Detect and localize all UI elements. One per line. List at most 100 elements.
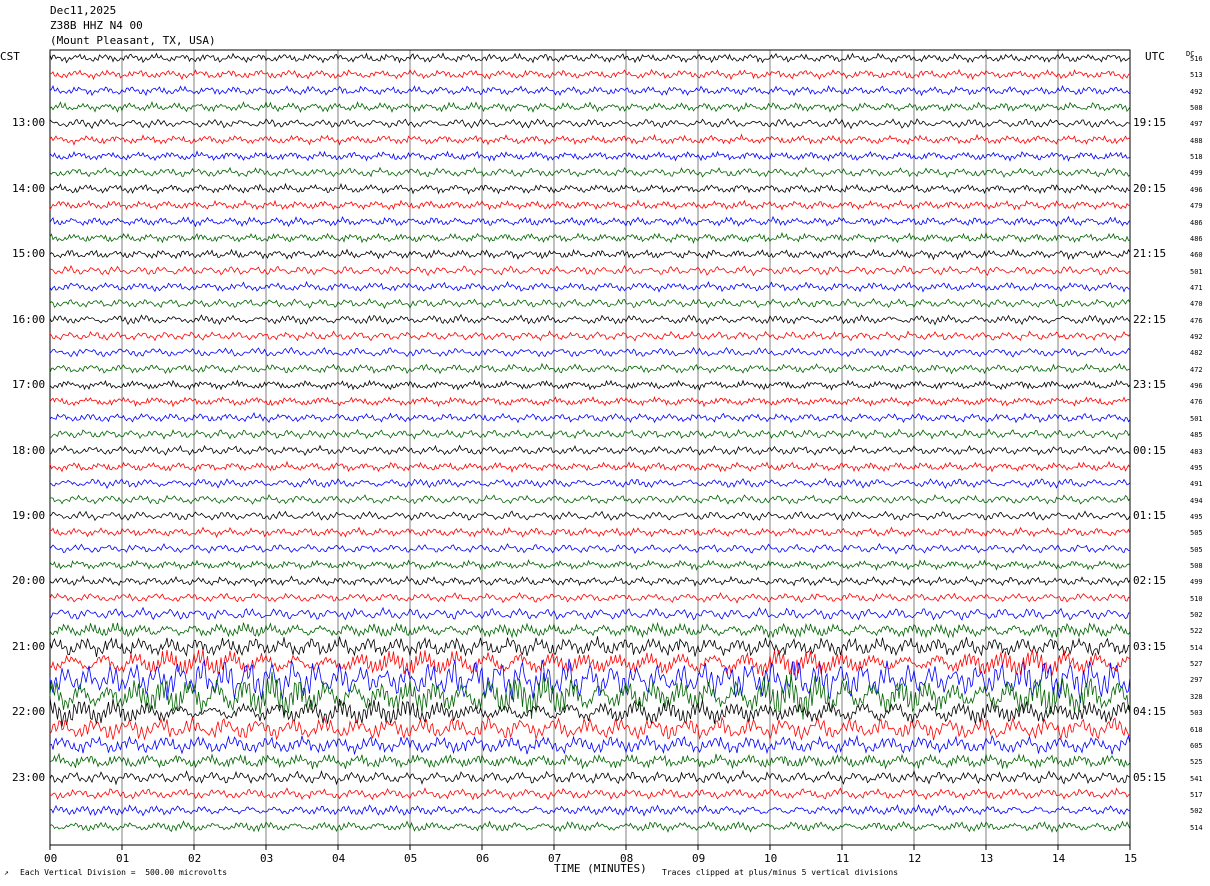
seismic-trace	[49, 150, 1131, 162]
x-tick-label: 02	[188, 852, 202, 865]
x-tick-label: 15	[1124, 852, 1138, 865]
seismic-trace	[49, 769, 1131, 786]
seismic-trace	[49, 231, 1131, 244]
utc-hour-label: 05:15	[1133, 770, 1167, 784]
footer-clip-note: Traces clipped at plus/minus 5 vertical …	[662, 868, 899, 877]
seismic-trace	[49, 636, 1131, 657]
seismic-trace	[49, 395, 1131, 408]
x-tick-label: 00	[44, 852, 58, 865]
dc-offset-label: 505	[1190, 529, 1203, 538]
dc-offset-label: 479	[1190, 202, 1203, 211]
dc-offset-label: 508	[1190, 561, 1203, 570]
dc-axis-title: DC	[1186, 50, 1195, 58]
x-tick-label: 12	[908, 852, 922, 865]
seismic-trace	[49, 133, 1131, 146]
seismic-trace	[49, 68, 1131, 81]
seismic-trace	[49, 411, 1131, 424]
cst-hour-label: 22:00	[12, 705, 46, 719]
dc-offset-label: 513	[1190, 71, 1203, 80]
dc-offset-label: 501	[1190, 267, 1203, 276]
dc-offset-label: 514	[1190, 643, 1203, 652]
dc-offset-label: 492	[1190, 87, 1203, 96]
seismic-trace	[49, 52, 1131, 64]
header-station: Z38B HHZ N4 00	[50, 19, 143, 32]
seismic-trace	[49, 621, 1131, 639]
dc-offset-label: 502	[1190, 807, 1203, 816]
seismic-trace	[49, 671, 1131, 720]
utc-axis-title: UTC	[1145, 50, 1165, 63]
cst-hour-label: 21:00	[12, 639, 46, 653]
utc-hour-label: 19:15	[1133, 116, 1167, 130]
dc-offset-label: 499	[1190, 169, 1203, 178]
dc-offset-label: 472	[1190, 365, 1203, 374]
dc-offset-label: 486	[1190, 218, 1203, 227]
seismic-trace	[49, 697, 1131, 727]
dc-offset-label: 476	[1190, 398, 1203, 407]
dc-offset-label: 518	[1190, 153, 1203, 162]
utc-hour-label: 21:15	[1133, 247, 1167, 261]
seismic-trace	[49, 787, 1131, 801]
seismic-trace	[49, 734, 1131, 756]
dc-offset-label: 496	[1190, 382, 1203, 391]
cst-hour-label: 18:00	[12, 443, 46, 457]
dc-offset-label: 525	[1190, 758, 1203, 767]
seismic-trace	[49, 559, 1131, 571]
dc-offset-label: 605	[1190, 741, 1203, 750]
dc-offset-label: 476	[1190, 316, 1203, 325]
x-tick-label: 14	[1052, 852, 1066, 865]
header-location: (Mount Pleasant, TX, USA)	[50, 34, 216, 47]
cst-hour-label: 13:00	[12, 116, 46, 130]
seismic-trace	[49, 379, 1131, 391]
seismic-trace	[49, 199, 1131, 211]
dc-offset-label: 502	[1190, 611, 1203, 620]
seismic-trace	[49, 118, 1131, 130]
dc-offset-label: 517	[1190, 790, 1203, 799]
dc-offset-label: 297	[1190, 676, 1203, 685]
seismic-trace	[49, 297, 1131, 310]
seismic-trace	[49, 591, 1131, 604]
x-tick-label: 10	[764, 852, 778, 865]
seismic-trace	[49, 248, 1131, 261]
utc-hour-label: 01:15	[1133, 508, 1167, 522]
x-tick-label: 13	[980, 852, 994, 865]
cst-axis-title: CST	[0, 50, 20, 63]
dc-offset-label: 541	[1190, 774, 1203, 783]
dc-offset-label: 527	[1190, 660, 1203, 669]
seismic-trace	[49, 658, 1131, 703]
dc-offset-label: 501	[1190, 414, 1203, 423]
x-tick-label: 08	[620, 852, 634, 865]
dc-offset-label: 508	[1190, 104, 1203, 113]
seismic-trace	[49, 215, 1131, 228]
dc-offset-label: 485	[1190, 431, 1203, 440]
dc-offset-label: 516	[1190, 55, 1203, 63]
dc-offset-label: 495	[1190, 512, 1203, 521]
seismic-trace	[49, 510, 1131, 522]
utc-hour-label: 20:15	[1133, 181, 1167, 195]
utc-hour-label: 23:15	[1133, 378, 1167, 392]
dc-offset-label: 505	[1190, 545, 1203, 554]
scale-icon: ↗	[4, 868, 9, 877]
seismic-trace	[49, 804, 1131, 817]
seismic-trace	[49, 313, 1131, 326]
seismic-trace	[49, 526, 1131, 538]
seismic-trace	[49, 346, 1131, 358]
dc-offset-label: 486	[1190, 234, 1203, 243]
seismic-trace	[49, 494, 1131, 505]
header-date: Dec11,2025	[50, 4, 117, 17]
cst-hour-label: 14:00	[12, 181, 46, 195]
seismic-trace	[49, 182, 1131, 195]
dc-offset-label: 470	[1190, 300, 1203, 309]
seismic-trace	[49, 166, 1131, 179]
dc-offset-label: 496	[1190, 185, 1203, 194]
dc-offset-label: 491	[1190, 480, 1203, 489]
plot-frame	[49, 49, 1131, 846]
footer-scale-note: Each Vertical Division = 500.00 microvol…	[20, 868, 228, 877]
dc-offset-label: 488	[1190, 136, 1203, 145]
dc-offset-label: 503	[1190, 709, 1203, 718]
seismic-trace	[49, 330, 1131, 342]
dc-offset-label: 471	[1190, 283, 1203, 292]
seismic-trace	[49, 264, 1131, 277]
dc-offset-label: 494	[1190, 496, 1203, 505]
x-tick-label: 07	[548, 852, 562, 865]
